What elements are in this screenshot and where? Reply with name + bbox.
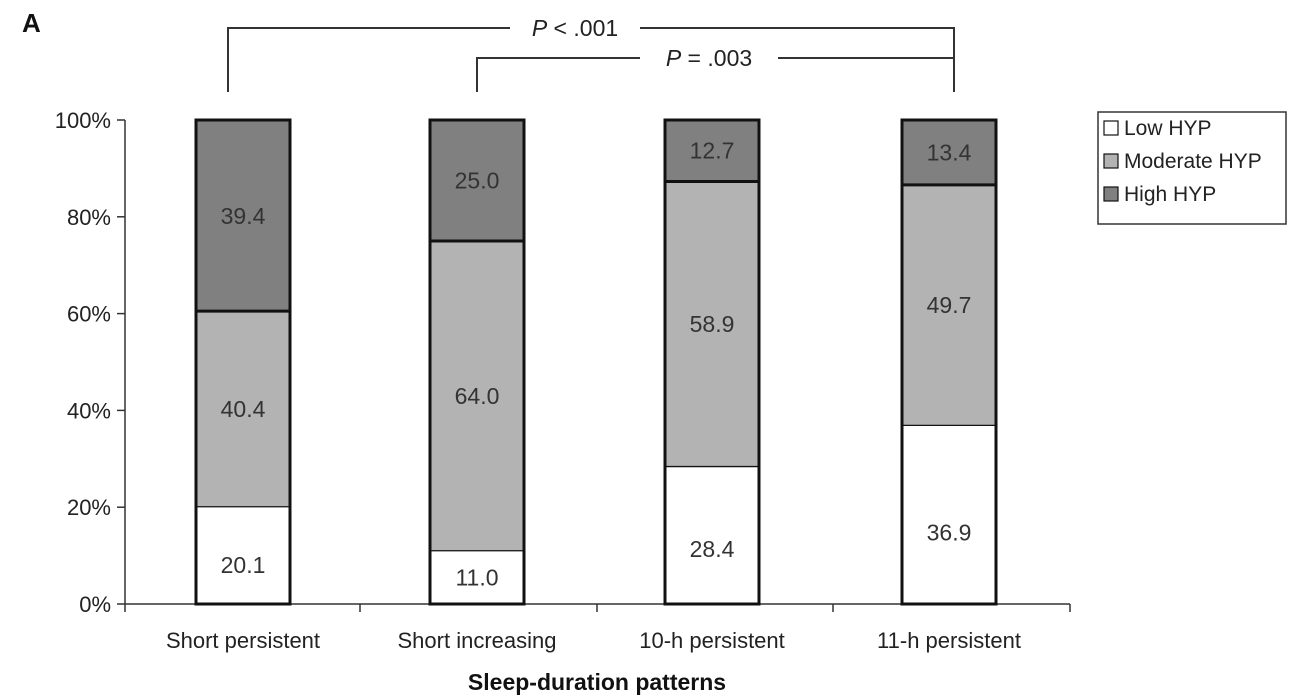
legend-label: High HYP <box>1124 183 1216 206</box>
data-label: 13.4 <box>927 139 972 165</box>
y-tick-label: 100% <box>55 108 111 133</box>
x-axis-title: Sleep-duration patterns <box>468 669 726 695</box>
data-label: 36.9 <box>927 520 972 546</box>
x-tick-label: 10-h persistent <box>639 628 785 653</box>
y-tick-label: 20% <box>67 495 111 520</box>
data-label: 11.0 <box>455 564 498 590</box>
bar-segment <box>430 120 524 241</box>
x-tick-label: Short persistent <box>166 628 320 653</box>
bar-segment <box>665 466 759 604</box>
data-label: 49.7 <box>927 292 972 318</box>
legend-swatch <box>1103 186 1119 202</box>
data-label: 39.4 <box>221 203 266 229</box>
axes: 0% 20% 40% 60% 80% 100% Short persistent Short … <box>55 108 1071 653</box>
data-label: 64.0 <box>455 383 500 409</box>
legend-label: Moderate HYP <box>1124 150 1262 173</box>
data-label: 25.0 <box>455 168 500 194</box>
bar-segment <box>665 120 759 182</box>
bar-outline <box>663 118 761 606</box>
legend-swatch <box>1103 120 1119 136</box>
bar-outline <box>428 118 526 606</box>
data-label: 20.1 <box>221 552 266 578</box>
bracket-line <box>476 57 640 92</box>
panel-label: A <box>22 8 41 38</box>
data-label: 58.9 <box>690 311 735 337</box>
bar-segment <box>430 550 524 604</box>
y-tick-label: 60% <box>67 302 111 327</box>
p-value-label: P < .001 <box>532 15 618 41</box>
bracket-line <box>778 57 955 92</box>
bar-outline <box>900 118 998 606</box>
bar-segment <box>430 241 524 551</box>
legend-swatch <box>1103 153 1119 169</box>
bracket-line <box>227 27 510 92</box>
bar-segment <box>902 120 996 185</box>
legend: Low HYP Moderate HYP High HYP <box>1097 111 1287 225</box>
x-tick-label: Short increasing <box>398 628 557 653</box>
x-tick-label: 11-h persistent <box>877 628 1021 653</box>
bar-segment <box>196 120 290 312</box>
legend-label: Low HYP <box>1124 117 1212 140</box>
bar-segment <box>665 181 759 467</box>
legend-box <box>1097 111 1287 225</box>
data-label: 40.4 <box>221 396 266 422</box>
comparison-brackets: P < .001 P = .003 <box>227 15 955 92</box>
p-value-label: P = .003 <box>666 45 752 71</box>
bars: 20.1 40.4 39.4 11.0 64.0 25.0 28.4 58.9 12.7 36.9… <box>194 118 998 606</box>
y-tick-label: 0% <box>79 592 111 617</box>
data-label: 12.7 <box>690 138 735 164</box>
bar-segment <box>196 506 290 604</box>
bar-segment <box>196 311 290 507</box>
bar-segment <box>902 425 996 604</box>
bar-outline <box>194 118 292 606</box>
y-tick-label: 40% <box>67 398 111 423</box>
data-label: 28.4 <box>690 536 735 562</box>
bar-segment <box>902 184 996 426</box>
y-tick-label: 80% <box>67 205 111 230</box>
